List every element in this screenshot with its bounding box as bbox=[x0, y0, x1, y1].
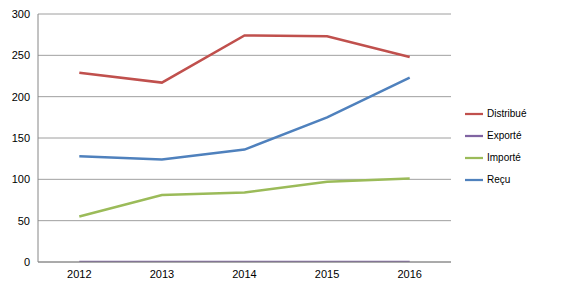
html-text:Exporté: Exporté bbox=[487, 130, 522, 141]
svg-text:300: 300 bbox=[12, 8, 30, 20]
html-text:Distribué: Distribué bbox=[487, 108, 527, 119]
svg-text:2012: 2012 bbox=[67, 268, 91, 280]
svg-text:200: 200 bbox=[12, 91, 30, 103]
svg-text:2014: 2014 bbox=[232, 268, 256, 280]
svg-text:250: 250 bbox=[12, 49, 30, 61]
svg-text:2013: 2013 bbox=[150, 268, 174, 280]
svg-text:50: 50 bbox=[18, 215, 30, 227]
html-text:Reçu: Reçu bbox=[487, 174, 511, 185]
svg-text:100: 100 bbox=[12, 173, 30, 185]
svg-text:2015: 2015 bbox=[315, 268, 339, 280]
svg-text:150: 150 bbox=[12, 132, 30, 144]
svg-text:0: 0 bbox=[24, 256, 30, 268]
svg-text:2016: 2016 bbox=[397, 268, 421, 280]
html-text:Importé: Importé bbox=[487, 152, 521, 163]
